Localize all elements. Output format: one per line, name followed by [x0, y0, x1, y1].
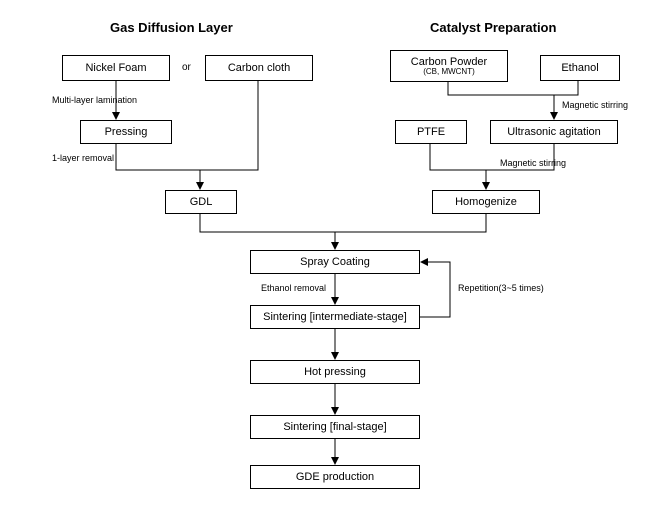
edge-label-magstir-1: Magnetic stirring — [562, 100, 628, 110]
node-ultrasonic: Ultrasonic agitation — [490, 120, 618, 144]
node-hot-press: Hot pressing — [250, 360, 420, 384]
node-ptfe: PTFE — [395, 120, 467, 144]
node-label: GDL — [190, 196, 213, 208]
node-label: Pressing — [105, 126, 148, 138]
node-sublabel: (CB, MWCNT) — [423, 68, 475, 77]
node-label: Hot pressing — [304, 366, 366, 378]
node-label: PTFE — [417, 126, 445, 138]
node-ethanol: Ethanol — [540, 55, 620, 81]
edge-label-one-layer: 1-layer removal — [52, 153, 114, 163]
edge-label-multilayer: Multi-layer lamination — [52, 95, 137, 105]
or-text: or — [182, 62, 191, 73]
node-gdl: GDL — [165, 190, 237, 214]
node-label: Homogenize — [455, 196, 517, 208]
heading-right: Catalyst Preparation — [430, 20, 556, 35]
heading-left: Gas Diffusion Layer — [110, 20, 233, 35]
node-carbon-cloth: Carbon cloth — [205, 55, 313, 81]
node-pressing: Pressing — [80, 120, 172, 144]
node-label: Carbon Powder — [411, 56, 487, 68]
node-label: Spray Coating — [300, 256, 370, 268]
node-label: Ethanol — [561, 62, 598, 74]
node-label: GDE production — [296, 471, 374, 483]
edge-label-repetition: Repetition(3~5 times) — [458, 283, 544, 293]
edge-label-magstir-2: Magnetic stirring — [500, 158, 566, 168]
node-label: Carbon cloth — [228, 62, 290, 74]
node-label: Sintering [intermediate-stage] — [263, 311, 407, 323]
node-label: Nickel Foam — [85, 62, 146, 74]
node-carbon-powder: Carbon Powder (CB, MWCNT) — [390, 50, 508, 82]
node-sinter-final: Sintering [final-stage] — [250, 415, 420, 439]
edge-label-ethanol-removal: Ethanol removal — [261, 283, 326, 293]
node-gde: GDE production — [250, 465, 420, 489]
node-label: Ultrasonic agitation — [507, 126, 601, 138]
node-label: Sintering [final-stage] — [283, 421, 386, 433]
node-nickel-foam: Nickel Foam — [62, 55, 170, 81]
node-homogenize: Homogenize — [432, 190, 540, 214]
node-sinter-mid: Sintering [intermediate-stage] — [250, 305, 420, 329]
node-spray: Spray Coating — [250, 250, 420, 274]
